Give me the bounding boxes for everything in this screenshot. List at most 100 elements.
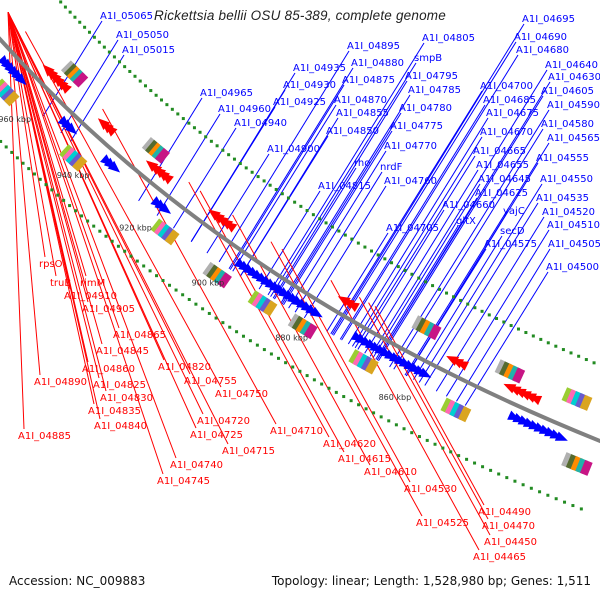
forward-gene-label-leader-line xyxy=(333,41,517,336)
forward-gene-label-leader-line xyxy=(456,248,551,402)
track-dot xyxy=(452,295,456,299)
forward-gene-label-leader-line xyxy=(331,23,525,335)
track-dot xyxy=(154,93,158,97)
track-dot xyxy=(509,324,513,328)
forward-gene-label-leader-line xyxy=(326,232,389,332)
track-dot xyxy=(198,130,202,134)
reverse-gene-label: A1I_04715 xyxy=(222,446,275,457)
reverse-gene-label: A1I_04490 xyxy=(478,507,531,518)
reverse-gene-label-leader-line xyxy=(24,31,222,388)
forward-gene-label: A1I_04795 xyxy=(405,71,458,82)
forward-gene-label: A1I_04895 xyxy=(347,41,400,52)
forward-gene-label-leader-line xyxy=(375,225,459,360)
track-dot xyxy=(262,348,266,352)
forward-gene-label: A1I_04590 xyxy=(547,100,600,111)
forward-gene-arrow xyxy=(309,306,323,318)
track-dot xyxy=(383,257,387,261)
feature-box xyxy=(65,150,81,166)
forward-gene-label: A1I_04665 xyxy=(473,146,526,157)
track-dot xyxy=(441,446,445,450)
track-dot xyxy=(118,60,122,64)
track-dot xyxy=(138,79,142,83)
forward-gene-label: A1I_04500 xyxy=(546,262,599,273)
reverse-gene-label: A1I_04615 xyxy=(338,454,391,465)
track-dot xyxy=(161,278,165,282)
track-dot xyxy=(305,374,309,378)
reverse-gene-label: truB xyxy=(50,278,71,289)
forward-gene-label: A1I_04805 xyxy=(422,33,475,44)
forward-gene-label: A1I_04850 xyxy=(326,126,379,137)
feature-box xyxy=(579,394,593,411)
track-dot xyxy=(280,192,284,196)
track-dot xyxy=(269,352,273,356)
reverse-gene-label: A1I_04910 xyxy=(64,291,117,302)
forward-gene-label-leader-line xyxy=(357,209,445,350)
track-dot xyxy=(487,313,491,317)
reverse-gene-arrow xyxy=(346,301,360,312)
forward-gene-label: secD xyxy=(500,226,525,237)
track-dot xyxy=(396,265,400,269)
forward-gene-arrow xyxy=(14,73,27,86)
reverse-gene-arrow xyxy=(161,173,174,185)
forward-gene-arrow xyxy=(418,367,432,378)
reverse-gene-label: A1I_04820 xyxy=(158,362,211,373)
reverse-gene-arrow xyxy=(529,395,543,406)
track-dot xyxy=(142,264,146,268)
forward-gene-label: nrdF xyxy=(380,162,403,173)
track-dot xyxy=(425,438,429,442)
forward-gene-label-leader-line xyxy=(330,90,483,335)
track-dot xyxy=(417,276,421,280)
forward-gene-label: A1I_04925 xyxy=(273,97,326,108)
track-dot xyxy=(207,311,211,315)
forward-gene-label: A1I_04660 xyxy=(442,200,495,211)
track-dot xyxy=(320,382,324,386)
forward-gene-label-leader-line xyxy=(156,113,221,216)
forward-gene-label-leader-line xyxy=(418,183,543,383)
track-dot xyxy=(50,188,54,192)
track-dot xyxy=(92,35,96,39)
track-dot xyxy=(516,327,520,331)
track-dot xyxy=(176,112,180,116)
forward-gene-arrow xyxy=(554,431,568,441)
feature-tracks xyxy=(0,0,596,511)
track-dot xyxy=(21,161,25,165)
track-dot xyxy=(59,0,63,4)
track-dot xyxy=(116,244,120,248)
track-dot xyxy=(298,369,302,373)
track-dot xyxy=(110,239,114,243)
track-dot xyxy=(546,341,550,345)
reverse-gene-label-leader-line xyxy=(7,12,120,329)
track-dot xyxy=(449,450,453,454)
forward-gene-arrow xyxy=(64,122,77,135)
map-title: Rickettsia bellii OSU 85-389, complete g… xyxy=(154,8,446,23)
track-dot xyxy=(521,483,525,487)
reverse-gene-arrow xyxy=(59,81,72,94)
reverse-gene-label: A1I_04890 xyxy=(34,377,87,388)
reverse-gene-label-leader-line xyxy=(7,12,25,430)
forward-gene-label: A1I_04680 xyxy=(516,45,569,56)
forward-gene-label: A1I_04645 xyxy=(478,174,531,185)
track-dot xyxy=(244,166,248,170)
kbp-tick-label: 920 kbp xyxy=(119,224,152,233)
track-dot xyxy=(561,348,565,352)
forward-gene-label-leader-line xyxy=(190,106,276,242)
track-dot xyxy=(68,10,72,14)
feature-box xyxy=(3,90,20,107)
forward-gene-label: A1I_04685 xyxy=(483,95,536,106)
track-dot xyxy=(356,241,360,245)
feature-box xyxy=(364,358,379,375)
track-dot xyxy=(128,69,132,73)
reverse-gene-arrow xyxy=(342,298,356,310)
track-dot xyxy=(168,283,172,287)
track-dot xyxy=(250,170,254,174)
track-dot xyxy=(0,139,3,143)
track-dot xyxy=(98,229,102,233)
reverse-gene-label: A1I_04710 xyxy=(270,426,323,437)
reverse-gene-label-leader-line xyxy=(374,306,485,506)
track-dot xyxy=(27,167,31,171)
forward-gene-label-leader-line xyxy=(351,136,483,347)
forward-gene-label: smpB xyxy=(414,53,442,64)
track-dot xyxy=(473,306,477,310)
track-dot xyxy=(102,45,106,49)
